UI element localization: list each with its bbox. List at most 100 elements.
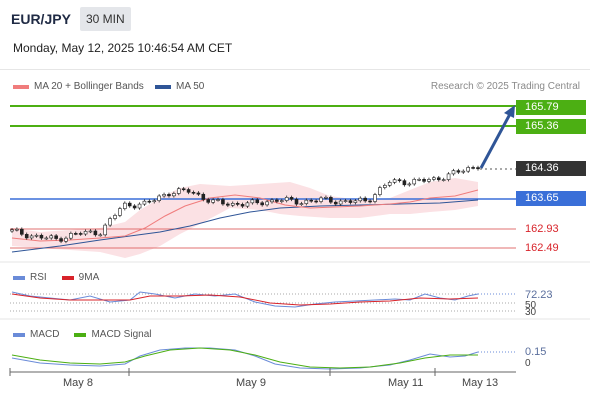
legend-rsi: RSI 9MA — [13, 272, 99, 283]
candle-body — [436, 177, 441, 181]
legend-macd-signal-label: MACD Signal — [91, 329, 152, 340]
candle-body — [118, 208, 122, 216]
x-label-2: May 11 — [388, 377, 424, 389]
candle-body — [167, 194, 171, 197]
candle-body — [275, 199, 279, 202]
candle-body — [476, 167, 480, 170]
candle-body — [206, 199, 211, 203]
candle-body — [191, 191, 196, 194]
candle-body — [422, 179, 426, 182]
candle-body — [142, 200, 147, 205]
candle-body — [10, 229, 14, 232]
candle-body — [358, 197, 363, 202]
legend-macd: MACD MACD Signal — [13, 329, 151, 340]
candle-body — [348, 200, 353, 203]
candle-body — [260, 202, 264, 206]
x-label-3: May 13 — [462, 377, 499, 389]
forecast-arrow-head — [504, 105, 515, 118]
candle-body — [240, 204, 245, 207]
candle-body — [103, 224, 107, 236]
candle-body — [397, 179, 402, 182]
macd-line — [11, 347, 479, 370]
legend-ma50: MA 50 — [155, 81, 204, 92]
ma50-swatch — [155, 84, 171, 89]
symbol-title: EUR/JPY — [11, 11, 71, 27]
candle-body — [147, 200, 152, 203]
macd-signal-swatch — [74, 332, 87, 337]
candle-body — [294, 198, 299, 205]
candle-body — [39, 234, 44, 239]
candle-body — [162, 194, 166, 197]
candle-body — [108, 218, 112, 226]
candle-body — [279, 200, 284, 202]
pivot-tag: 163.65 — [516, 191, 586, 206]
bollinger-band-area — [12, 178, 478, 258]
candle-body — [461, 170, 466, 173]
candle-body — [186, 189, 191, 193]
candle-body — [83, 230, 88, 235]
candle-body — [196, 192, 201, 195]
candle-body — [304, 199, 309, 204]
candle-body — [343, 200, 348, 202]
candle-body — [392, 179, 397, 183]
legend-rsi-ma-label: 9MA — [78, 272, 100, 283]
candle-body — [338, 200, 343, 205]
rsi-ma-line — [11, 293, 479, 306]
legend-macd-label: MACD — [30, 329, 60, 340]
candle-body — [152, 200, 157, 203]
candle-body — [299, 203, 304, 205]
candle-body — [181, 188, 186, 191]
candle-body — [368, 200, 372, 203]
candle-body — [64, 237, 68, 242]
candle-body — [333, 201, 338, 205]
macd-zero-label: 0 — [525, 358, 531, 369]
credit-text: Research © 2025 Trading Central — [430, 81, 580, 92]
candle-body — [329, 196, 333, 203]
candle-body — [265, 201, 269, 206]
candle-body — [402, 180, 407, 186]
candle-body — [324, 196, 328, 199]
macd-swatch — [13, 332, 25, 337]
legend-ma20-label: MA 20 + Bollinger Bands — [34, 81, 144, 92]
candle-body — [69, 233, 73, 239]
candle-body — [441, 179, 446, 181]
rsi-line — [11, 291, 479, 308]
candle-body — [59, 238, 63, 242]
candle-body — [284, 197, 289, 201]
candle-body — [216, 199, 220, 201]
candle-body — [314, 200, 318, 203]
candle-body — [157, 195, 161, 201]
candle-body — [471, 167, 475, 169]
candle-body — [73, 233, 78, 235]
ma20-line — [11, 189, 479, 242]
timestamp: Monday, May 12, 2025 10:46:54 AM CET — [13, 41, 233, 55]
macd-signal-line — [11, 347, 478, 369]
candle-body — [289, 197, 294, 200]
candle-body — [235, 203, 240, 205]
candle-body — [88, 230, 93, 233]
candle-body — [456, 170, 461, 173]
x-label-1: May 9 — [236, 377, 266, 389]
candle-body — [34, 234, 39, 237]
legend-ma20: MA 20 + Bollinger Bands — [13, 81, 144, 92]
candle-body — [176, 188, 181, 194]
candle-body — [123, 202, 127, 209]
candlestick-series — [10, 165, 480, 244]
ma20-swatch — [13, 84, 29, 89]
x-label-0: May 8 — [63, 377, 93, 389]
resistance-1-tag: 165.36 — [516, 119, 586, 134]
candle-body — [245, 202, 250, 207]
candle-body — [417, 179, 421, 181]
rsi-value-label: 72.23 — [525, 289, 553, 301]
candle-body — [387, 182, 392, 186]
candle-body — [451, 170, 456, 175]
candle-body — [78, 233, 83, 235]
candle-body — [127, 202, 132, 207]
candle-body — [382, 185, 387, 188]
timeframe-badge[interactable]: 30 MIN — [80, 7, 131, 31]
support-1-label: 162.93 — [525, 223, 559, 235]
candle-body — [201, 193, 206, 200]
candle-body — [363, 197, 367, 202]
candle-body — [132, 205, 137, 209]
